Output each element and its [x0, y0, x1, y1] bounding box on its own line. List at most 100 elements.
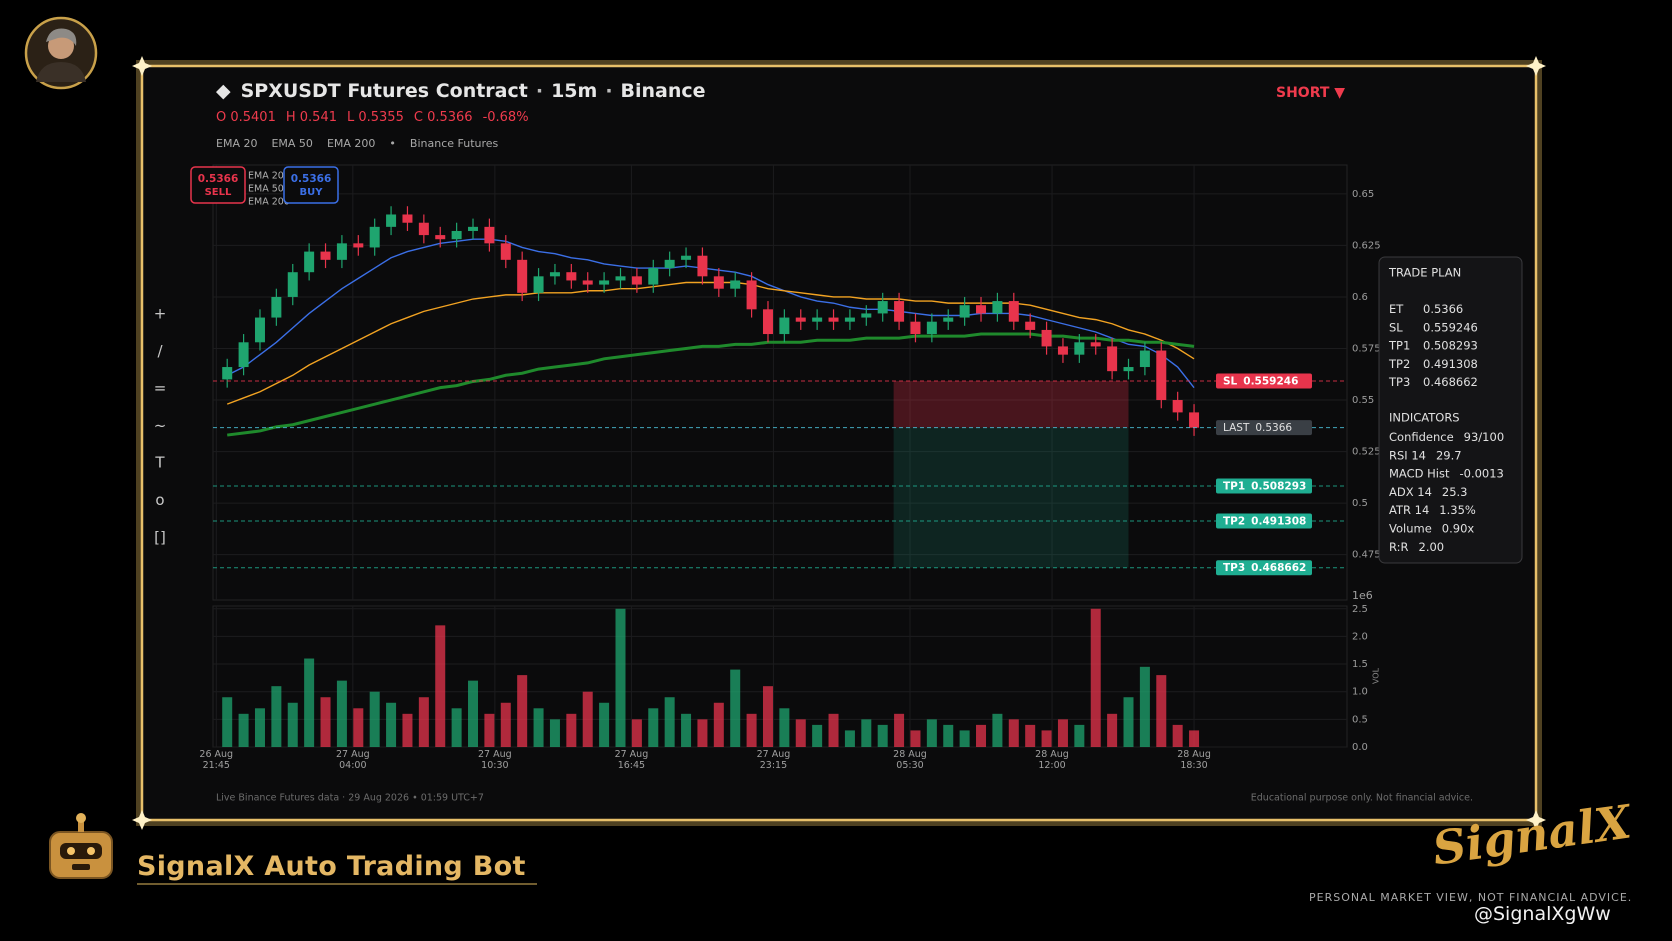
- volume-bar: [1139, 666, 1150, 747]
- ohlc-item: -0.68%: [482, 110, 529, 125]
- tool-button[interactable]: o: [155, 491, 164, 509]
- volume-bar: [615, 608, 626, 747]
- indicators-title: INDICATORS: [1389, 411, 1460, 425]
- volume-bar: [795, 719, 806, 747]
- tool-button[interactable]: []: [154, 528, 166, 546]
- legend: EMA 20 EMA 50 EMA 200 • Binance Futures: [216, 137, 512, 150]
- candle-body: [287, 272, 298, 297]
- level-label: TP3 0.468662: [1223, 562, 1306, 574]
- volume-bar: [681, 713, 692, 747]
- candle-body: [877, 301, 888, 314]
- volume-bar: [549, 719, 560, 747]
- x-tick-label: 27 Aug 16:45: [614, 749, 649, 771]
- ohlc-item: C 0.5366: [413, 110, 473, 125]
- handle: @SignalXgWw: [1474, 903, 1611, 925]
- volume-bar: [746, 713, 757, 747]
- volume-tick-label: 2.5: [1352, 604, 1368, 615]
- quick-trade-button[interactable]: [283, 166, 339, 204]
- level-badge: [1216, 420, 1312, 436]
- level-name: TP2: [1223, 516, 1245, 528]
- footer-left: Live Binance Futures data · 29 Aug 2026 …: [216, 793, 484, 804]
- level-label: TP2 0.491308: [1223, 516, 1306, 528]
- indicator-value: -0.0013: [1459, 466, 1503, 480]
- indicator-label: Confidence: [1389, 430, 1454, 444]
- volume-bar: [894, 713, 905, 747]
- indicator-value: 2.00: [1419, 539, 1445, 553]
- volume-tick-label: 2.0: [1352, 631, 1368, 642]
- candle-body: [271, 296, 282, 318]
- plan-label: TP2: [1388, 356, 1410, 370]
- level-value: 0.468662: [1251, 562, 1306, 574]
- candle-body: [812, 317, 823, 322]
- avatar: [24, 16, 98, 90]
- candle-body: [566, 272, 577, 281]
- plan-row: TP1 0.508293: [1388, 338, 1478, 352]
- chart-header: ◆ SPXUSDT Futures Contract · 15m · Binance: [216, 80, 706, 102]
- candle-body: [910, 321, 921, 335]
- candle-body: [976, 305, 987, 314]
- ohlc-item: L 0.5355: [346, 110, 404, 125]
- volume-bar: [910, 730, 921, 747]
- indicator-row: Confidence 93/100: [1389, 430, 1504, 444]
- plan-label: TP3: [1388, 375, 1410, 389]
- candle-body: [369, 226, 380, 248]
- volume-bar: [468, 680, 479, 747]
- candle-body: [631, 276, 642, 285]
- volume-bar: [254, 708, 265, 747]
- y-tick-label: 0.625: [1352, 240, 1381, 251]
- level-value: 0.559246: [1243, 375, 1298, 387]
- volume-bar: [648, 708, 659, 747]
- quick-trade-button[interactable]: [190, 166, 246, 204]
- volume-bar: [1123, 697, 1134, 747]
- brand-underline: [137, 883, 537, 885]
- tool-button[interactable]: T: [154, 454, 165, 472]
- tool-button[interactable]: /: [157, 342, 163, 360]
- plan-value: 0.5366: [1423, 302, 1463, 316]
- candle-body: [386, 214, 397, 227]
- indicator-row: R:R 2.00: [1389, 539, 1444, 553]
- tool-button[interactable]: =: [154, 379, 167, 397]
- volume-bar: [1074, 724, 1085, 747]
- overlay-legend: EMA 50: [248, 184, 284, 195]
- volume-bar: [861, 719, 872, 747]
- indicator-row: MACD Hist -0.0013: [1389, 466, 1504, 480]
- plan-value: 0.559246: [1423, 320, 1478, 334]
- tool-button[interactable]: ~: [154, 416, 167, 434]
- candle-body: [451, 230, 462, 240]
- volume-axis-label: VOL: [1372, 667, 1381, 684]
- tool-button[interactable]: +: [154, 305, 167, 323]
- level-badge: [1216, 560, 1312, 576]
- symbol: SPXUSDT Futures Contract: [240, 80, 528, 102]
- y-tick-label: 0.575: [1352, 343, 1381, 354]
- indicator-value: 25.3: [1442, 484, 1468, 498]
- candle-body: [943, 317, 954, 322]
- level-value: 0.508293: [1251, 481, 1306, 493]
- ohlc-item: H 0.541: [285, 110, 337, 125]
- x-tick-label: 27 Aug 23:15: [756, 749, 791, 771]
- volume-tick-label: 0.0: [1352, 742, 1368, 753]
- timeframe: 15m: [551, 80, 598, 102]
- volume-bar: [566, 713, 577, 747]
- candle-body: [353, 243, 364, 248]
- volume-bar: [877, 724, 888, 747]
- indicator-label: RSI 14: [1389, 448, 1426, 462]
- x-tick-label: 28 Aug 12:00: [1035, 749, 1069, 771]
- ohlc-line: O 0.5401 H 0.541 L 0.5355 C 0.5366 -0.68%: [216, 110, 539, 125]
- volume-bar: [451, 708, 462, 747]
- volume-bar: [1057, 719, 1068, 747]
- disclaimer: PERSONAL MARKET VIEW, NOT FINANCIAL ADVI…: [1309, 891, 1633, 904]
- bot-name: SignalX Auto Trading Bot: [137, 851, 526, 882]
- level-value: 0.491308: [1251, 516, 1306, 528]
- volume-bar: [271, 686, 282, 747]
- indicator-label: Volume: [1389, 521, 1432, 535]
- indicator-row: Volume 0.90x: [1389, 521, 1474, 535]
- y-tick-label: 0.5: [1352, 498, 1368, 509]
- reward-zone: [893, 427, 1129, 568]
- plan-label: SL: [1389, 320, 1403, 334]
- plan-row: SL 0.559246: [1389, 320, 1478, 334]
- volume-bar: [992, 713, 1003, 747]
- volume-bar: [418, 697, 429, 747]
- ohlc-item: O 0.5401: [216, 110, 276, 125]
- candle-body: [254, 317, 265, 343]
- y-tick-label: 0.65: [1352, 189, 1374, 200]
